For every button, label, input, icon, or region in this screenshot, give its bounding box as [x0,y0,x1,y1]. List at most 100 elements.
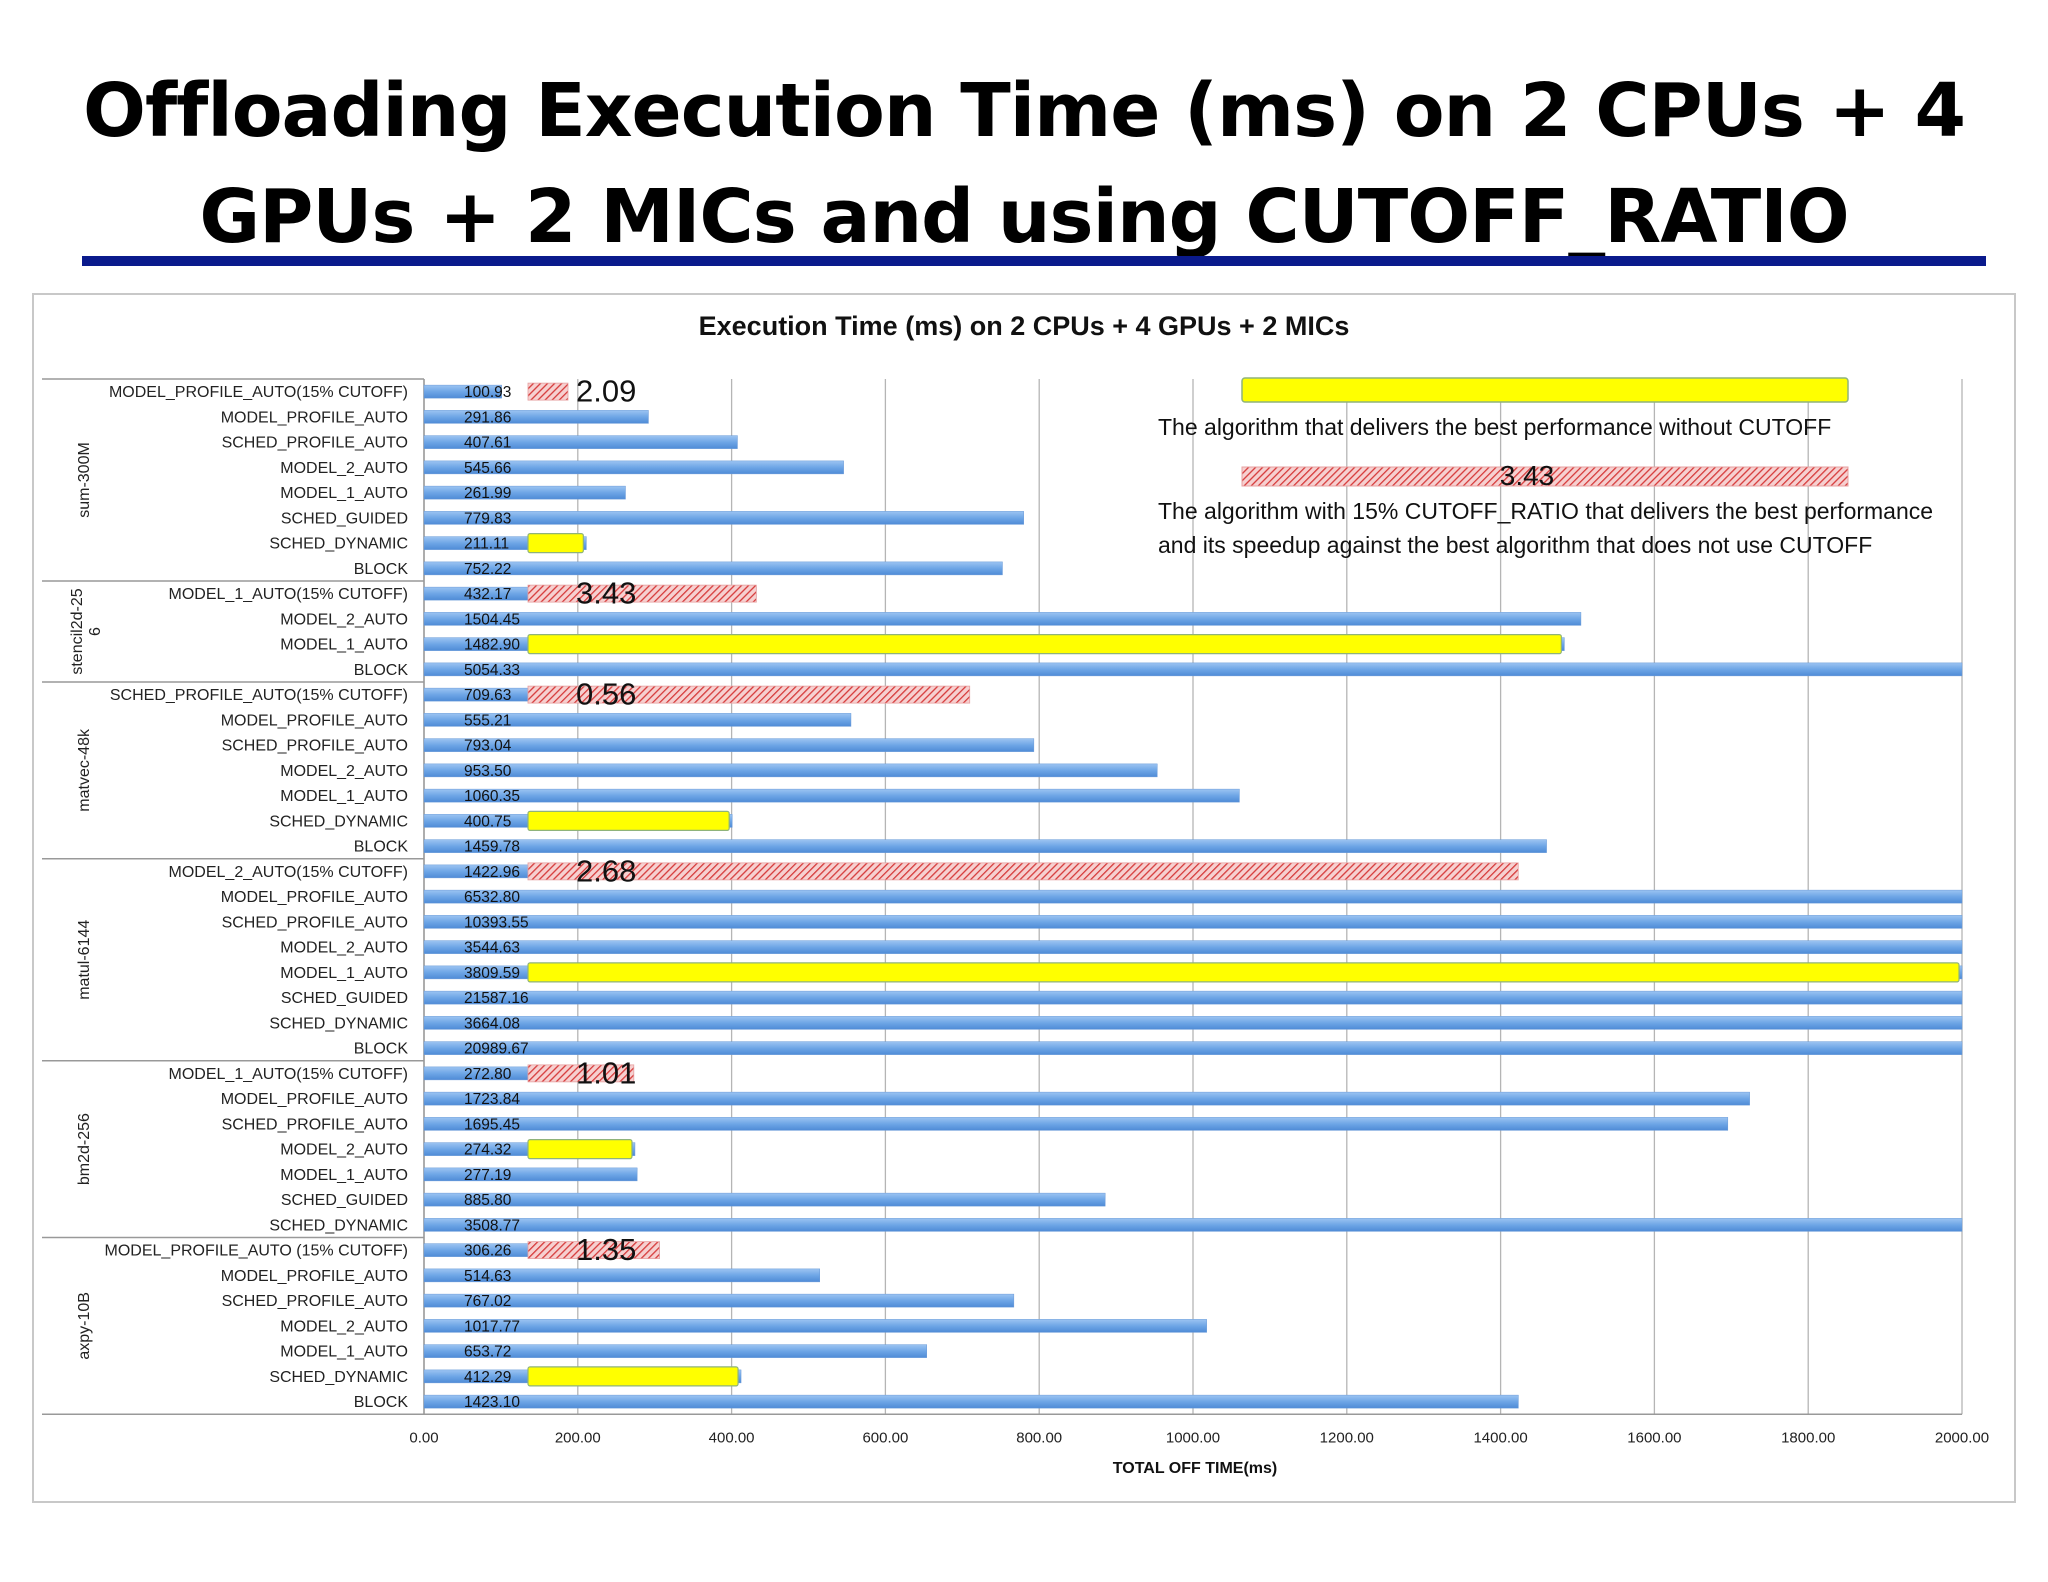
bar [423,1344,927,1358]
bar-value-label: 5054.33 [464,662,520,679]
category-label: BLOCK [354,1394,409,1411]
slide-title-line1: Offloading Execution Time (ms) on 2 CPUs… [83,68,1966,154]
group-label: matul-6144 [76,920,93,1000]
category-label: MODEL_2_AUTO(15% CUTOFF) [169,864,408,881]
bar-value-label: 272.80 [464,1066,512,1083]
group-label: sum-300M [76,442,93,518]
bar-value-label: 100.93 [464,384,511,401]
bar [423,1041,1963,1055]
bar [423,738,1035,752]
category-label: SCHED_GUIDED [281,1192,408,1209]
cutoff-highlight [527,382,569,401]
best-no-cutoff-highlight [527,634,1562,655]
legend-cutoff-text-line2: and its speedup against the best algorit… [1158,532,1872,558]
bar [423,1319,1207,1333]
bar-value-label: 306.26 [464,1243,511,1260]
bar [423,561,1003,576]
bar [423,1016,1963,1030]
bar [423,384,502,399]
bar-value-label: 274.32 [464,1142,511,1159]
speedup-label: 2.09 [576,374,636,409]
category-label: SCHED_DYNAMIC [269,1369,408,1386]
bar-value-label: 1423.10 [464,1394,520,1411]
category-label: MODEL_PROFILE_AUTO [221,889,408,906]
cutoff-highlight [527,584,757,603]
cutoff-highlight [527,1064,635,1083]
category-label: SCHED_GUIDED [281,990,408,1007]
bar [423,1167,638,1182]
best-no-cutoff-highlight [527,1366,739,1387]
category-label: MODEL_1_AUTO(15% CUTOFF) [169,1066,408,1083]
category-label: MODEL_PROFILE_AUTO [221,1091,408,1108]
bar-value-label: 1482.90 [464,637,520,654]
bar-value-label: 261.99 [464,485,511,502]
bar-value-label: 545.66 [464,460,511,477]
chart-frame: Execution Time (ms) on 2 CPUs + 4 GPUs +… [32,293,2016,1503]
x-tick-label: 1200.00 [1320,1429,1374,1446]
speedup-label: 1.01 [576,1055,636,1090]
category-label: MODEL_1_AUTO [280,637,408,654]
category-label: MODEL_2_AUTO [280,940,408,957]
bar-value-label: 953.50 [464,763,512,780]
bar-value-label: 400.75 [464,813,511,830]
bar-value-label: 10393.55 [464,914,529,931]
category-label: SCHED_DYNAMIC [269,536,408,553]
category-label: SCHED_PROFILE_AUTO [222,1293,408,1310]
bar [423,410,649,424]
bar-value-label: 1459.78 [464,839,520,856]
bar-value-label: 211.11 [464,536,509,553]
bar-value-label: 779.83 [464,510,511,527]
category-label: MODEL_2_AUTO [280,460,408,477]
legend-best-text: The algorithm that delivers the best per… [1158,414,1831,440]
bar [423,1268,821,1283]
category-label: SCHED_PROFILE_AUTO [222,914,408,931]
bar [423,435,738,449]
x-tick-label: 1000.00 [1166,1429,1220,1446]
category-label: MODEL_1_AUTO(15% CUTOFF) [169,586,408,603]
slide-title-line2: GPUs + 2 MICs and using CUTOFF_RATIO [199,174,1849,260]
bar [423,788,1240,803]
x-tick-label: 200.00 [555,1429,601,1446]
bar-value-label: 555.21 [464,712,511,729]
bar [423,713,852,727]
category-label: MODEL_1_AUTO [280,1167,408,1184]
category-label: SCHED_DYNAMIC [269,813,408,830]
bar-value-label: 432.17 [464,586,511,603]
bar [423,485,626,500]
category-label: SCHED_PROFILE_AUTO [222,738,408,755]
group-label: axpy-10B [76,1292,93,1360]
x-tick-label: 0.00 [409,1429,438,1446]
bar-value-label: 885.80 [464,1192,512,1209]
category-label: MODEL_1_AUTO [280,788,408,805]
bar-value-label: 1504.45 [464,611,520,628]
bar-value-label: 767.02 [464,1293,511,1310]
bar-value-label: 6532.80 [464,889,520,906]
bar [423,940,1963,954]
category-label: MODEL_2_AUTO [280,1318,408,1335]
speedup-label: 1.35 [576,1232,636,1267]
bar [423,839,1547,853]
bar-value-label: 412.29 [464,1369,511,1386]
best-no-cutoff-highlight [527,533,584,554]
category-label: SCHED_PROFILE_AUTO [222,1116,408,1133]
bar-value-label: 1723.84 [464,1091,520,1108]
bar [423,1091,1750,1106]
category-label: MODEL_2_AUTO [280,1142,408,1159]
x-tick-label: 1800.00 [1781,1429,1835,1446]
bar-value-label: 1422.96 [464,864,520,881]
group-label: stencil2d-256 [69,588,104,674]
category-label: BLOCK [354,1041,409,1058]
category-label: MODEL_2_AUTO [280,763,408,780]
bar [423,1192,1106,1207]
bar [423,1117,1729,1131]
bar-value-label: 291.86 [464,409,511,426]
slide-title: Offloading Execution Time (ms) on 2 CPUs… [0,58,2048,270]
x-axis-title: TOTAL OFF TIME(ms) [1113,1460,1277,1477]
x-tick-label: 1400.00 [1473,1429,1527,1446]
bar [423,915,1963,929]
bar-value-label: 709.63 [464,687,511,704]
category-label: SCHED_PROFILE_AUTO(15% CUTOFF) [110,687,408,704]
category-label: MODEL_PROFILE_AUTO(15% CUTOFF) [109,384,408,401]
bar-value-label: 21587.16 [464,990,529,1007]
speedup-label: 0.56 [576,677,636,712]
